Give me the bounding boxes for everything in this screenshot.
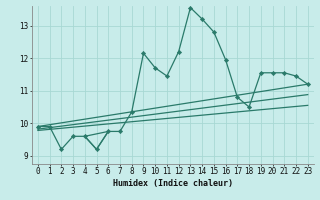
X-axis label: Humidex (Indice chaleur): Humidex (Indice chaleur) [113,179,233,188]
